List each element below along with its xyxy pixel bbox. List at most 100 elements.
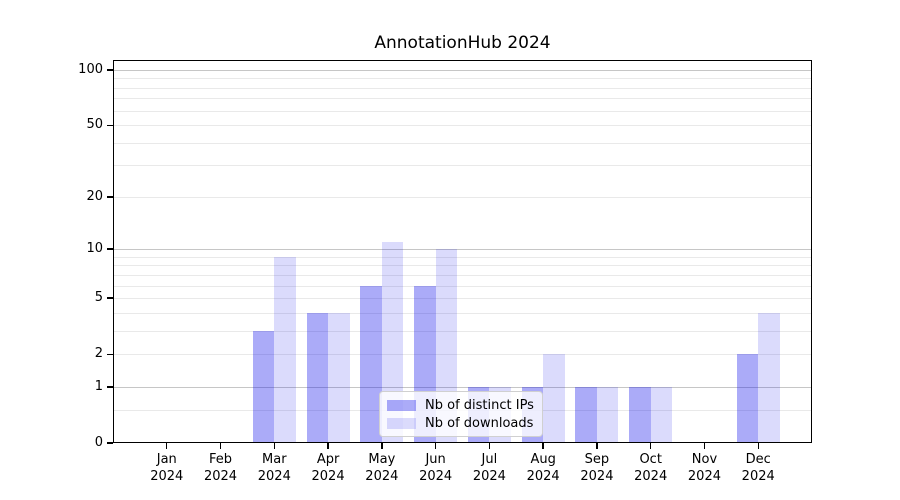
minor-gridline <box>114 285 811 287</box>
y-tick-label: 2 <box>94 346 103 362</box>
bar-distinct-ips <box>252 330 275 442</box>
y-tick-label: 10 <box>86 241 103 257</box>
minor-gridline <box>114 110 811 112</box>
x-tick-label: Feb 2024 <box>191 451 251 485</box>
major-gridline <box>114 249 811 251</box>
x-tick-mark <box>488 443 491 449</box>
y-tick-label: 100 <box>78 62 103 77</box>
minor-gridline <box>114 354 811 356</box>
x-tick-label: Nov 2024 <box>674 451 734 485</box>
bar-downloads <box>650 386 673 442</box>
minor-gridline <box>114 125 811 127</box>
minor-gridline <box>114 78 811 80</box>
minor-gridline <box>114 298 811 300</box>
x-tick-year: 2024 <box>150 469 184 484</box>
y-tick-mark <box>106 386 113 388</box>
minor-gridline <box>114 330 811 332</box>
y-tick-label: 1 <box>94 378 103 394</box>
x-tick-mark <box>166 443 168 449</box>
x-tick-label: Apr 2024 <box>298 451 358 485</box>
bar-downloads <box>543 354 565 442</box>
x-tick-month: Mar <box>262 452 287 467</box>
x-tick-mark <box>757 443 759 449</box>
minor-gridline <box>114 265 811 267</box>
plot-area <box>113 60 812 443</box>
minor-gridline <box>114 98 811 100</box>
bar-downloads <box>758 312 780 442</box>
minor-gridline <box>114 142 811 144</box>
x-tick-label: Jun 2024 <box>406 451 466 485</box>
x-tick-year: 2024 <box>741 469 775 484</box>
y-tick-mark <box>106 248 113 250</box>
x-tick-label: Mar 2024 <box>244 451 304 485</box>
x-tick-mark <box>327 443 329 449</box>
x-tick-month: Jul <box>481 452 498 467</box>
x-tick-year: 2024 <box>311 469 345 484</box>
x-tick-month: Dec <box>745 452 771 467</box>
legend-item-distinct-ips: Nb of distinct IPs <box>387 398 542 413</box>
x-tick-month: Jun <box>425 452 446 467</box>
x-tick-year: 2024 <box>257 469 291 484</box>
x-tick-year: 2024 <box>365 469 399 484</box>
x-tick-year: 2024 <box>526 469 560 484</box>
x-tick-label: Jul 2024 <box>459 451 519 485</box>
bar-distinct-ips <box>306 312 329 442</box>
y-tick-label: 50 <box>86 117 103 133</box>
x-tick-year: 2024 <box>203 469 238 484</box>
x-tick-month: Nov <box>691 452 718 467</box>
x-tick-label: Aug 2024 <box>513 451 573 485</box>
x-tick-mark <box>219 443 222 449</box>
x-tick-mark <box>703 443 706 449</box>
minor-gridline <box>114 87 811 89</box>
x-tick-month: Apr <box>316 452 340 467</box>
y-tick-mark <box>106 124 113 126</box>
x-tick-label: Sep 2024 <box>567 451 627 485</box>
legend-label-distinct-ips: Nb of distinct IPs <box>425 397 534 413</box>
x-tick-month: Jan <box>156 452 177 467</box>
x-tick-year: 2024 <box>634 469 668 484</box>
x-tick-mark <box>273 443 275 449</box>
x-tick-year: 2024 <box>419 469 453 484</box>
legend-swatch-distinct-ips <box>387 399 416 411</box>
y-tick-mark <box>106 196 113 198</box>
x-tick-label: Jan 2024 <box>137 451 197 485</box>
x-tick-label: Dec 2024 <box>728 451 788 485</box>
legend-label-downloads: Nb of downloads <box>425 415 534 431</box>
bar-downloads <box>274 256 296 442</box>
minor-gridline <box>114 256 811 258</box>
minor-gridline <box>114 165 811 167</box>
x-tick-mark <box>596 443 598 449</box>
x-tick-month: Aug <box>530 452 556 467</box>
bar-distinct-ips <box>360 285 382 442</box>
y-tick-label: 5 <box>94 290 103 306</box>
bar-downloads <box>596 386 619 442</box>
y-tick-label: 20 <box>86 188 103 204</box>
x-tick-mark <box>649 443 652 449</box>
bar-downloads <box>328 312 350 442</box>
bar-distinct-ips <box>736 354 759 442</box>
x-tick-label: Oct 2024 <box>621 451 681 485</box>
x-tick-month: Feb <box>209 452 233 467</box>
x-tick-month: Sep <box>584 452 610 467</box>
y-tick-mark <box>106 69 113 71</box>
legend-swatch-downloads <box>387 417 416 429</box>
legend-item-downloads: Nb of downloads <box>387 416 542 431</box>
minor-gridline <box>114 312 811 314</box>
legend: Nb of distinct IPs Nb of downloads <box>379 391 543 437</box>
x-tick-year: 2024 <box>580 469 614 484</box>
y-tick-mark <box>106 353 113 355</box>
minor-gridline <box>114 196 811 198</box>
y-tick-label: 0 <box>94 435 103 450</box>
bar-distinct-ips <box>575 386 597 442</box>
x-tick-year: 2024 <box>472 469 506 484</box>
chart-title: AnnotationHub 2024 <box>374 33 551 53</box>
x-tick-mark <box>381 443 383 449</box>
x-tick-month: May <box>368 452 396 467</box>
major-gridline <box>114 386 811 388</box>
y-tick-mark <box>106 297 113 299</box>
minor-gridline <box>114 274 811 276</box>
x-tick-label: May 2024 <box>352 451 412 485</box>
x-tick-mark <box>434 443 437 449</box>
major-gridline <box>114 70 811 71</box>
